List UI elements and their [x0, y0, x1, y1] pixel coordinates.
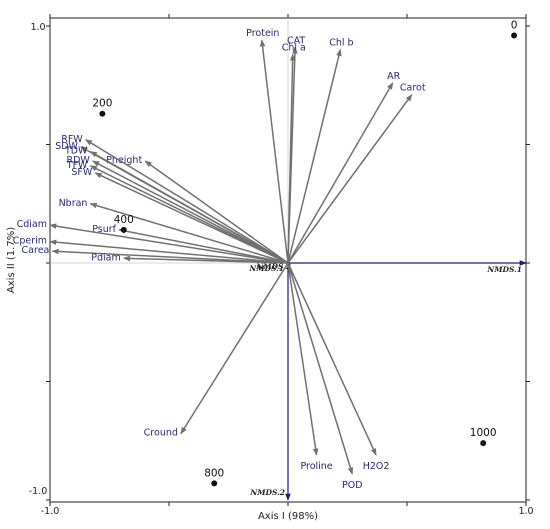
vector-sfw: [94, 172, 289, 264]
vector-label: RFW: [61, 134, 83, 145]
vector-label: Carot: [400, 83, 426, 94]
vector-label: Pdiam: [91, 252, 120, 263]
site-point-200: [99, 110, 106, 117]
site-label: 200: [92, 98, 112, 110]
vector-pheight: [144, 160, 289, 264]
vector-tdw: [89, 150, 289, 264]
vector-label: Chl a: [282, 42, 306, 53]
site-label: 800: [204, 467, 224, 479]
ordination-axis-origin-label: NMDS.2: [255, 262, 291, 271]
vector-label: Cdiam: [17, 219, 47, 230]
vector-label: H2O2: [363, 461, 390, 472]
vector-label: Pheight: [106, 155, 142, 166]
vector-nbran: [89, 202, 289, 264]
vector-label: TFW: [66, 160, 88, 171]
vector-chl-a: [287, 53, 296, 264]
vector-cdiam: [49, 223, 289, 264]
vector-label: Protein: [246, 28, 279, 39]
site-point-400: [120, 226, 127, 233]
vector-h2o2: [287, 262, 377, 456]
ordination-axis-label: NMDS.1: [486, 265, 522, 274]
vector-ar: [287, 82, 394, 264]
site-point-1000: [480, 440, 487, 447]
vector-psurf: [118, 228, 289, 264]
vector-label: Cround: [144, 428, 178, 439]
ordination-axis-label: NMDS.2: [249, 488, 285, 497]
y-axis-title: Axis II (1.7%): [6, 227, 17, 293]
vector-label: Psurf: [92, 224, 116, 235]
x-axis-title: Axis I (98%): [258, 511, 318, 522]
vector-label: Carea: [22, 245, 50, 256]
vector-label: Chl b: [329, 38, 353, 49]
vector-rdw: [92, 160, 289, 264]
site-point-0: [511, 32, 518, 39]
y-tick-label: -1.0: [29, 486, 48, 497]
vector-label: AR: [387, 71, 400, 82]
x-tick-label: 1.0: [518, 506, 533, 517]
vector-label: POD: [342, 480, 363, 491]
vector-label: RDW: [67, 155, 91, 166]
vector-chl-b: [287, 49, 342, 264]
vector-proline: [287, 262, 319, 456]
vector-cperim: [49, 239, 289, 264]
vector-label: Cperim: [13, 236, 47, 247]
vector-label: CAT: [287, 35, 305, 46]
y-tick-label: 1.0: [30, 22, 45, 33]
site-label: 0: [511, 19, 518, 31]
vector-label: SDW: [55, 141, 78, 152]
vector-cround: [180, 262, 289, 435]
ordination-axis-origin-label: NMDS.1: [248, 264, 284, 273]
vector-carea: [51, 248, 289, 264]
vector-protein: [259, 39, 289, 264]
site-label: 400: [114, 214, 134, 226]
x-tick-label: -1.0: [41, 506, 60, 517]
vector-label: TDW: [64, 146, 88, 157]
vector-pod: [287, 262, 354, 475]
vector-carot: [287, 94, 413, 264]
site-label: 1000: [470, 427, 497, 439]
vector-label: Proline: [300, 461, 332, 472]
vector-label: SFW: [71, 167, 92, 178]
vector-pdiam: [123, 255, 289, 264]
vector-label: Nbran: [59, 198, 88, 209]
site-points: 0 200 400 800 1000: [92, 19, 518, 487]
site-point-800: [211, 480, 218, 487]
vector-rfw: [85, 139, 289, 264]
